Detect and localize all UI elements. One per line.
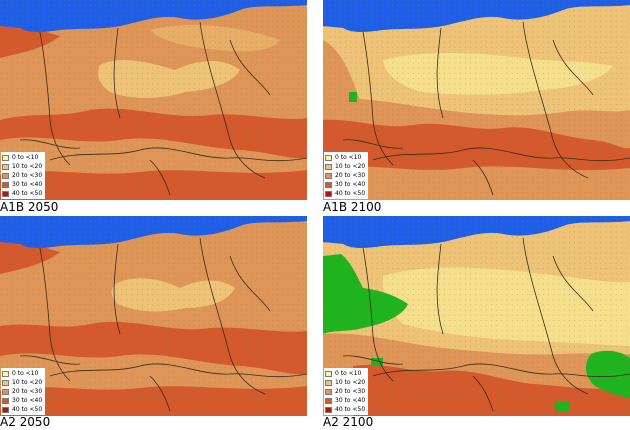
legend-item: 0 to <10 bbox=[325, 153, 365, 162]
legend-label: 0 to <10 bbox=[12, 370, 39, 377]
legend-label: 20 to <30 bbox=[12, 388, 43, 395]
cool-zone-central bbox=[111, 278, 235, 312]
legend-swatch bbox=[325, 370, 332, 377]
legend-swatch bbox=[2, 388, 9, 395]
legend-swatch bbox=[2, 181, 9, 188]
legend-label: 30 to <40 bbox=[12, 181, 43, 188]
legend-label: 20 to <30 bbox=[335, 388, 366, 395]
grid-dots bbox=[1, 216, 304, 416]
panel-caption: A1B 2100 bbox=[323, 200, 382, 214]
legend-label: 40 to <50 bbox=[12, 190, 43, 197]
warm-zone-south bbox=[0, 386, 307, 416]
legend-label: 30 to <40 bbox=[335, 397, 366, 404]
legend-item: 20 to <30 bbox=[325, 387, 365, 396]
legend-item: 10 to <20 bbox=[2, 162, 42, 171]
legend-item: 40 to <50 bbox=[2, 189, 42, 198]
legend-item: 30 to <40 bbox=[2, 180, 42, 189]
legend: 0 to <10 10 to <20 20 to <30 30 to <40 4… bbox=[324, 152, 369, 199]
no-data-patch-west bbox=[323, 254, 408, 334]
legend-swatch bbox=[325, 172, 332, 179]
country-borders bbox=[342, 21, 630, 196]
legend-swatch bbox=[2, 154, 9, 161]
legend-swatch bbox=[2, 406, 9, 413]
legend-item: 40 to <50 bbox=[325, 405, 365, 414]
no-data-patch-southeast bbox=[586, 350, 630, 398]
panel-caption: A2 2100 bbox=[323, 415, 374, 429]
no-data-patch bbox=[555, 402, 569, 412]
legend-item: 10 to <20 bbox=[325, 162, 365, 171]
map-panel-a1b-2100: 0 to <10 10 to <20 20 to <30 30 to <40 4… bbox=[323, 0, 630, 200]
legend-label: 30 to <40 bbox=[12, 397, 43, 404]
legend-swatch bbox=[325, 181, 332, 188]
legend-label: 0 to <10 bbox=[12, 154, 39, 161]
legend-label: 10 to <20 bbox=[335, 379, 366, 386]
legend-item: 10 to <20 bbox=[2, 378, 42, 387]
legend-swatch bbox=[325, 406, 332, 413]
country-borders bbox=[342, 237, 630, 412]
legend-swatch bbox=[325, 190, 332, 197]
legend-item: 20 to <30 bbox=[325, 171, 365, 180]
legend: 0 to <10 10 to <20 20 to <30 30 to <40 4… bbox=[1, 368, 46, 415]
legend-swatch bbox=[325, 397, 332, 404]
map-panel-a2-2100: 0 to <10 10 to <20 20 to <30 30 to <40 4… bbox=[323, 216, 630, 416]
cool-zone-north bbox=[150, 25, 280, 52]
legend-swatch bbox=[2, 163, 9, 170]
map-a1b-2100 bbox=[323, 0, 630, 200]
legend-label: 10 to <20 bbox=[335, 163, 366, 170]
baltic-sea bbox=[323, 0, 630, 32]
baltic-sea bbox=[323, 216, 630, 248]
legend-swatch bbox=[325, 154, 332, 161]
legend-item: 40 to <50 bbox=[325, 189, 365, 198]
legend-item: 40 to <50 bbox=[2, 405, 42, 414]
legend-label: 0 to <10 bbox=[335, 154, 362, 161]
legend-item: 0 to <10 bbox=[2, 369, 42, 378]
legend-swatch bbox=[325, 163, 332, 170]
country-borders bbox=[19, 21, 307, 196]
legend-item: 20 to <30 bbox=[2, 171, 42, 180]
baltic-sea bbox=[0, 216, 307, 248]
legend-label: 30 to <40 bbox=[335, 181, 366, 188]
baltic-sea bbox=[0, 0, 307, 32]
legend-label: 0 to <10 bbox=[335, 370, 362, 377]
legend-item: 30 to <40 bbox=[325, 396, 365, 405]
legend-label: 10 to <20 bbox=[12, 379, 43, 386]
legend-label: 10 to <20 bbox=[12, 163, 43, 170]
warm-zone-south bbox=[0, 170, 307, 200]
legend-item: 0 to <10 bbox=[325, 369, 365, 378]
legend-item: 20 to <30 bbox=[2, 387, 42, 396]
legend-swatch bbox=[2, 379, 9, 386]
mid-zone-south bbox=[323, 166, 630, 200]
legend-label: 40 to <50 bbox=[335, 190, 366, 197]
country-borders bbox=[19, 237, 307, 412]
legend-label: 20 to <30 bbox=[335, 172, 366, 179]
legend-swatch bbox=[2, 370, 9, 377]
map-panel-a1b-2050: 0 to <10 10 to <20 20 to <30 30 to <40 4… bbox=[0, 0, 307, 200]
map-a1b-2050 bbox=[0, 0, 307, 200]
legend-item: 0 to <10 bbox=[2, 153, 42, 162]
legend-swatch bbox=[325, 379, 332, 386]
map-a2-2050 bbox=[0, 216, 307, 416]
legend-swatch bbox=[325, 388, 332, 395]
legend-item: 30 to <40 bbox=[325, 180, 365, 189]
cool-zone-central bbox=[382, 267, 630, 346]
legend-swatch bbox=[2, 190, 9, 197]
panel-caption: A1B 2050 bbox=[0, 200, 59, 214]
panel-caption: A2 2050 bbox=[0, 415, 51, 429]
legend: 0 to <10 10 to <20 20 to <30 30 to <40 4… bbox=[324, 368, 369, 415]
no-data-patch bbox=[349, 92, 357, 102]
legend-swatch bbox=[2, 397, 9, 404]
cool-zone-central bbox=[383, 53, 613, 95]
legend-label: 20 to <30 bbox=[12, 172, 43, 179]
legend-label: 40 to <50 bbox=[335, 406, 366, 413]
legend-swatch bbox=[2, 172, 9, 179]
legend: 0 to <10 10 to <20 20 to <30 30 to <40 4… bbox=[1, 152, 46, 199]
map-panel-a2-2050: 0 to <10 10 to <20 20 to <30 30 to <40 4… bbox=[0, 216, 307, 416]
legend-label: 40 to <50 bbox=[12, 406, 43, 413]
legend-item: 30 to <40 bbox=[2, 396, 42, 405]
legend-item: 10 to <20 bbox=[325, 378, 365, 387]
map-a2-2100 bbox=[323, 216, 630, 416]
